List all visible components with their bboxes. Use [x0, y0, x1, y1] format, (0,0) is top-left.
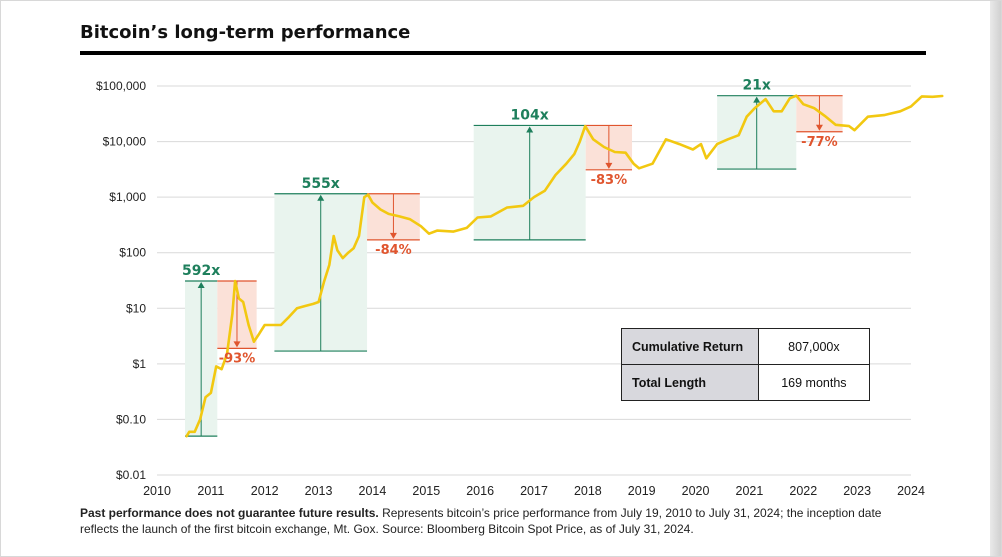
- loss-label: -77%: [801, 135, 838, 150]
- x-tick-label: 2013: [305, 484, 333, 498]
- gain-label: 592x: [182, 263, 220, 279]
- price-line-layer: [185, 94, 944, 438]
- bitcoin-price-chart: 592x -93% 555x -84% 104x -83% 21x -77% $100,000…: [96, 78, 944, 498]
- loss-label: -84%: [375, 243, 412, 258]
- gain-label: 104x: [511, 107, 549, 123]
- x-tick-label: 2024: [897, 484, 925, 498]
- x-tick-label: 2016: [466, 484, 494, 498]
- x-tick-label: 2023: [843, 484, 871, 498]
- gain-label: 21x: [742, 78, 771, 94]
- y-tick-label: $1,000: [109, 190, 146, 204]
- annotation-layer: [185, 95, 843, 437]
- annotation-label-layer: 592x -93% 555x -84% 104x -83% 21x -77%: [182, 78, 838, 367]
- x-tick-labels: 2010 2011 2012 2013 2014 2015 2016 2017 2018 2019…: [143, 484, 925, 498]
- bitcoin-price-line: [185, 94, 944, 438]
- loss-label: -93%: [219, 351, 256, 366]
- x-tick-label: 2010: [143, 484, 171, 498]
- x-tick-label: 2022: [789, 484, 817, 498]
- gain-arrow-head: [317, 194, 325, 201]
- gain-arrow-head: [753, 96, 761, 103]
- chart-title: Bitcoin’s long-term performance: [80, 22, 411, 43]
- loss-arrow-head: [389, 232, 397, 239]
- x-tick-label: 2018: [574, 484, 602, 498]
- total-length-value: 169 months: [757, 364, 871, 401]
- table-row: Cumulative Return 807,000x: [621, 328, 871, 365]
- x-tick-label: 2019: [628, 484, 656, 498]
- y-tick-label: $0.01: [116, 468, 146, 482]
- cumulative-return-value: 807,000x: [757, 328, 871, 365]
- footnote-source: Represents bitcoin’s price performance f…: [80, 506, 882, 536]
- gain-label: 555x: [302, 176, 340, 192]
- footnote: Past performance does not guarantee futu…: [80, 505, 920, 537]
- loss-arrow-head: [605, 162, 613, 169]
- x-tick-label: 2012: [251, 484, 279, 498]
- x-tick-label: 2021: [736, 484, 764, 498]
- window-scroll-edge: [990, 0, 1002, 557]
- gain-arrow-head: [526, 126, 534, 133]
- x-tick-label: 2015: [412, 484, 440, 498]
- gain-arrow-head: [197, 281, 205, 288]
- title-rule: [80, 51, 926, 55]
- x-tick-label: 2020: [682, 484, 710, 498]
- loss-arrow-head: [815, 124, 823, 131]
- y-tick-label: $1: [133, 357, 147, 371]
- footnote-disclaimer: Past performance does not guarantee futu…: [80, 506, 379, 520]
- y-tick-label: $100,000: [96, 79, 146, 93]
- loss-arrow-head: [233, 341, 241, 348]
- y-tick-label: $10,000: [103, 135, 147, 149]
- x-tick-label: 2011: [197, 484, 224, 498]
- x-tick-label: 2014: [359, 484, 387, 498]
- loss-label: -83%: [591, 173, 628, 188]
- cumulative-return-label: Cumulative Return: [621, 328, 759, 365]
- total-length-label: Total Length: [621, 364, 759, 401]
- y-tick-label: $10: [126, 301, 146, 315]
- y-tick-label: $100: [119, 246, 146, 260]
- summary-table: Cumulative Return 807,000x Total Length …: [621, 328, 871, 401]
- x-tick-label: 2017: [520, 484, 548, 498]
- y-tick-label: $0.10: [116, 412, 146, 426]
- table-row: Total Length 169 months: [621, 364, 871, 401]
- y-tick-labels: $100,000 $10,000 $1,000 $100 $10 $1 $0.10 $0.01: [96, 79, 146, 482]
